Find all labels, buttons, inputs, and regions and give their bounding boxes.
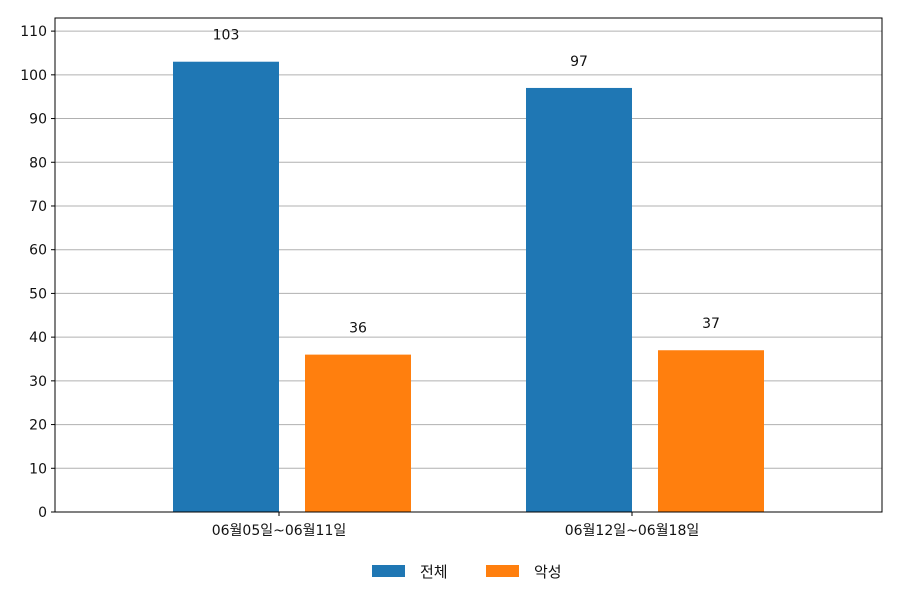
y-tick-label: 70 <box>29 199 47 215</box>
y-tick-label: 80 <box>29 155 47 171</box>
legend-label: 악성 <box>534 563 562 581</box>
legend-swatch <box>372 565 405 577</box>
legend: 전체 악성 <box>372 563 562 581</box>
y-axis: 0 10 20 30 40 50 60 70 80 90 100 110 <box>20 24 55 521</box>
y-tick-label: 10 <box>29 461 47 477</box>
bar-value-label: 37 <box>702 316 720 332</box>
y-tick-label: 20 <box>29 418 47 434</box>
legend-item-total: 전체 <box>372 563 448 581</box>
y-tick-label: 110 <box>20 24 47 40</box>
legend-swatch <box>486 565 519 577</box>
bar-malicious-1 <box>658 350 764 512</box>
data-labels: 103 36 97 37 <box>213 28 720 337</box>
x-tick-label: 06월12일~06월18일 <box>565 523 700 539</box>
y-tick-label: 30 <box>29 374 47 390</box>
bar-value-label: 103 <box>213 28 240 44</box>
bars <box>173 61 764 512</box>
y-tick-label: 100 <box>20 68 47 84</box>
bar-malicious-0 <box>305 354 411 512</box>
x-tick-label: 06월05일~06월11일 <box>212 523 347 539</box>
plot-frame <box>54 17 883 513</box>
y-tick-label: 90 <box>29 112 47 128</box>
legend-item-malicious: 악성 <box>486 563 562 581</box>
y-tick-label: 40 <box>29 330 47 346</box>
bar-total-1 <box>526 87 632 512</box>
legend-label: 전체 <box>420 563 448 581</box>
bar-value-label: 97 <box>570 54 588 70</box>
x-axis: 06월05일~06월11일 06월12일~06월18일 <box>212 512 700 539</box>
y-tick-label: 50 <box>29 286 47 302</box>
bar-value-label: 36 <box>349 321 367 337</box>
bar-total-0 <box>173 61 279 512</box>
y-tick-label: 0 <box>38 505 47 521</box>
y-tick-label: 60 <box>29 243 47 259</box>
